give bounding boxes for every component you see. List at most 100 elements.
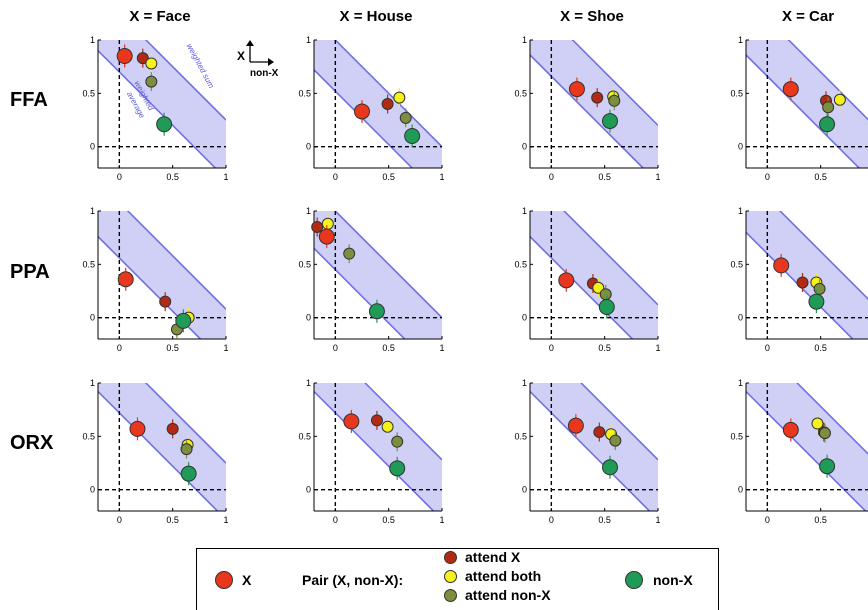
y-tick-label: 1: [306, 378, 311, 388]
y-tick-label: 1: [90, 35, 95, 45]
x-point: [343, 413, 360, 430]
y-tick-label: 0.5: [298, 88, 311, 98]
attend-x-point: [381, 98, 394, 110]
y-tick-label: 0: [522, 313, 527, 323]
legend: X Pair (X, non-X): attend X attend both …: [196, 548, 719, 610]
attend-both-point: [393, 91, 406, 104]
y-tick-label: 1: [306, 206, 311, 216]
band-edge-upper: [364, 383, 442, 461]
x-point: [773, 257, 790, 274]
band-edge-upper: [144, 40, 226, 121]
y-tick-label: 0: [522, 142, 527, 152]
attend-both-point: [381, 420, 394, 433]
nonx-point: [808, 293, 825, 310]
x-tick-label: 0: [117, 515, 122, 525]
attend-nonx-point: [813, 282, 826, 295]
attend-nonx-point: [608, 94, 621, 107]
legend-attend-x-marker: [444, 551, 457, 564]
x-tick-label: 0.5: [598, 515, 611, 525]
legend-attend-x-label: attend X: [465, 549, 521, 565]
x-tick-label: 1: [439, 172, 444, 182]
panel-orx-car: 000.50.511: [730, 378, 868, 525]
y-tick-label: 0: [306, 142, 311, 152]
x-tick-label: 0: [333, 515, 338, 525]
nonx-point: [598, 299, 615, 315]
y-tick-label: 0.5: [298, 431, 311, 441]
x-point: [558, 272, 575, 289]
model-band: [98, 383, 226, 511]
band-edge-upper: [796, 383, 868, 455]
y-tick-label: 0.5: [514, 88, 527, 98]
inset-axis-x-label: non-X: [250, 68, 279, 79]
nonx-point: [175, 312, 192, 329]
x-tick-label: 0: [549, 172, 554, 182]
attend-nonx-point: [599, 288, 612, 301]
panel-orx-shoe: 0 0 0.5 0.5 1 1: [514, 378, 660, 525]
legend-nonx-marker: [625, 571, 643, 589]
panel-ppa-shoe: 0 0 0.5 0.5 1 1: [514, 206, 660, 353]
attend-x-point: [159, 295, 172, 308]
attend-nonx-point: [609, 434, 622, 447]
x-tick-label: 1: [223, 515, 228, 525]
x-point: [782, 81, 799, 98]
x-tick-label: 1: [223, 172, 228, 182]
y-tick-label: 1: [522, 378, 527, 388]
y-tick-label: 0.5: [730, 259, 743, 269]
legend-pair-label: Pair (X, non-X):: [302, 572, 404, 588]
attend-nonx-point: [180, 443, 193, 456]
panel-ppa-car: 000.50.511: [730, 206, 868, 353]
model-band: [530, 383, 658, 511]
legend-attend-both-label: attend both: [465, 568, 542, 584]
y-tick-label: 0: [90, 313, 95, 323]
y-tick-label: 1: [738, 35, 743, 45]
column-title-shoe: X = Shoe: [560, 8, 624, 25]
y-tick-label: 0.5: [514, 431, 527, 441]
attend-both-point: [833, 93, 846, 106]
attend-both-point: [145, 57, 158, 70]
band-edge-upper: [563, 211, 658, 306]
x-point: [568, 81, 585, 98]
model-band: [314, 383, 442, 511]
inset-axis-arrow: X non-X: [237, 40, 279, 79]
band-edge-upper: [779, 211, 868, 300]
x-tick-label: 0: [549, 343, 554, 353]
x-tick-label: 0.5: [814, 172, 827, 182]
model-band: [746, 383, 868, 511]
y-tick-label: 0: [738, 142, 743, 152]
y-tick-label: 0: [306, 485, 311, 495]
model-band: [530, 40, 658, 168]
y-tick-label: 1: [90, 206, 95, 216]
y-tick-label: 0: [306, 313, 311, 323]
legend-attend-nonx-marker: [444, 589, 457, 602]
nonx-point: [368, 303, 385, 320]
nonx-point: [602, 459, 618, 476]
model-band: [314, 211, 442, 339]
x-tick-label: 0: [765, 343, 770, 353]
x-tick-label: 1: [655, 515, 660, 525]
y-tick-label: 0.5: [298, 259, 311, 269]
y-tick-label: 1: [738, 378, 743, 388]
panel-ppa-face: 0 0 0.5 0.5 1 1: [82, 206, 228, 353]
x-tick-label: 0: [765, 172, 770, 182]
legend-attend-nonx-label: attend non-X: [465, 587, 551, 603]
nonx-point: [180, 465, 197, 482]
x-tick-label: 0.5: [166, 172, 179, 182]
row-label-ffa: FFA: [10, 89, 48, 111]
y-tick-label: 0.5: [514, 259, 527, 269]
model-band: [314, 40, 442, 168]
nonx-point: [156, 116, 173, 133]
column-title-face: X = Face: [129, 8, 191, 25]
y-tick-label: 0.5: [82, 88, 95, 98]
x-tick-label: 0: [117, 172, 122, 182]
y-tick-label: 0: [90, 142, 95, 152]
y-tick-label: 0: [738, 313, 743, 323]
attend-nonx-point: [391, 435, 404, 448]
attend-nonx-point: [145, 75, 158, 88]
nonx-point: [389, 460, 406, 477]
attend-nonx-point: [818, 427, 831, 440]
band-edge-upper: [580, 383, 658, 461]
x-tick-label: 1: [439, 343, 444, 353]
legend-attend-both-marker: [444, 570, 457, 583]
